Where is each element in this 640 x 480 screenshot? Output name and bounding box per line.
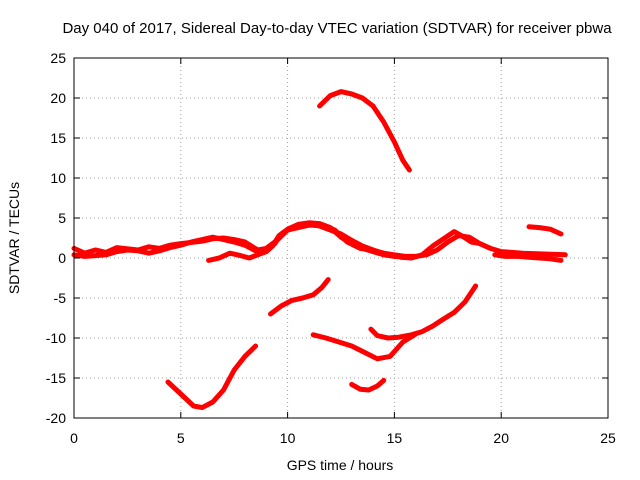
series-line-5 (492, 252, 564, 263)
y-tick-label-7: 15 (50, 130, 66, 146)
x-tick-label-4: 20 (493, 430, 509, 446)
plot-area-frame (73, 57, 609, 419)
x-axis-label: GPS time / hours (287, 457, 394, 473)
chart-title: Day 040 of 2017, Sidereal Day-to-day VTE… (62, 20, 612, 37)
y-tick-label-8: 20 (50, 90, 66, 106)
series-line-10 (310, 331, 419, 362)
x-tick-label-3: 15 (387, 430, 403, 446)
y-tick-label-0: -20 (46, 410, 66, 426)
series-line-3 (206, 222, 376, 263)
series-line-12 (349, 377, 387, 393)
series-line-6 (526, 224, 564, 237)
y-tick-label-3: -5 (54, 290, 67, 306)
series-line-8 (165, 343, 259, 411)
y-tick-label-2: -10 (46, 330, 66, 346)
x-tick-labels: 0 5 10 15 20 25 (70, 430, 616, 446)
x-tick-label-1: 5 (177, 430, 185, 446)
y-axis-label: SDTVAR / TECUs (6, 182, 22, 294)
series-line-4 (398, 229, 493, 261)
series-line-11 (368, 283, 479, 341)
y-tick-label-6: 10 (50, 170, 66, 186)
series-line-9 (268, 277, 331, 317)
axis-ticks (73, 57, 609, 419)
x-tick-label-2: 10 (280, 430, 296, 446)
y-tick-labels: -20 -15 -10 -5 0 5 10 15 20 25 (46, 50, 66, 426)
y-tick-label-4: 0 (58, 250, 66, 266)
y-tick-label-9: 25 (50, 50, 66, 66)
y-tick-label-1: -15 (46, 370, 66, 386)
data-series (71, 89, 568, 411)
x-tick-label-0: 0 (70, 430, 78, 446)
x-tick-label-5: 25 (600, 430, 616, 446)
series-line-7 (317, 89, 412, 173)
y-tick-label-5: 5 (58, 210, 66, 226)
